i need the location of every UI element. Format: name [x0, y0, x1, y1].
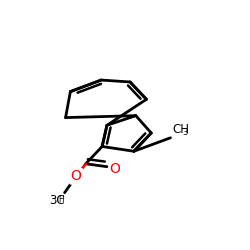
Text: CH: CH	[172, 123, 189, 136]
Text: O: O	[71, 169, 82, 183]
Text: H: H	[58, 194, 64, 203]
Text: 3C: 3C	[49, 194, 65, 207]
Text: O: O	[109, 162, 120, 175]
Text: 3: 3	[183, 128, 188, 137]
